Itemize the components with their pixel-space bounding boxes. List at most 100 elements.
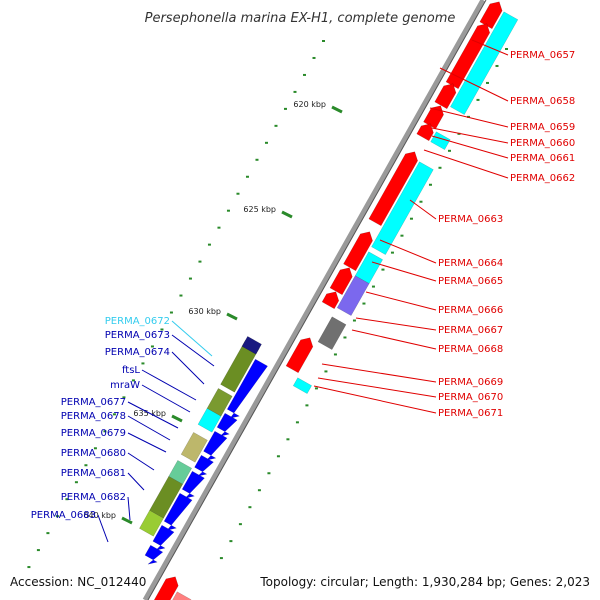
guide-dot <box>457 132 461 135</box>
backbone-line <box>142 0 486 600</box>
genome-backbone <box>142 0 487 600</box>
forward-gene-label: PERMA_0659 <box>510 122 575 133</box>
guide-dot <box>65 498 69 501</box>
label-leader <box>127 496 131 521</box>
label-leader <box>141 369 197 401</box>
label-leader <box>171 320 213 357</box>
guide-dot <box>238 523 242 526</box>
guide-dot <box>295 421 299 424</box>
reverse-gene-label: PERMA_0683 <box>31 510 96 521</box>
genome-info-text: Topology: circular; Length: 1,930,284 bp… <box>259 575 590 589</box>
guide-dot <box>255 158 259 161</box>
label-leader <box>351 329 437 350</box>
reverse-gene-label: ftsL <box>122 365 140 376</box>
guide-dot <box>160 328 164 331</box>
label-leader <box>321 363 437 383</box>
reverse-gene-label: PERMA_0680 <box>61 448 126 459</box>
rna-gene-label: PERMA_0672 <box>105 316 170 327</box>
guide-dot <box>324 370 328 373</box>
forward-gene-label: PERMA_0658 <box>510 96 575 107</box>
guide-dot <box>55 515 59 518</box>
guide-dot <box>226 209 230 212</box>
reverse-gene <box>163 492 193 531</box>
forward-gene <box>416 123 434 142</box>
guide-dot <box>476 98 480 101</box>
rna-gene <box>450 11 519 115</box>
forward-gene-label: PERMA_0661 <box>510 153 575 164</box>
guide-dot <box>314 387 318 390</box>
tick-label: 640 kbp <box>83 511 116 520</box>
label-leader <box>127 401 179 429</box>
label-leader <box>127 472 145 491</box>
guide-dot <box>381 268 385 271</box>
guide-dot <box>141 362 145 365</box>
forward-gene <box>285 337 314 374</box>
feature-gene <box>139 510 164 537</box>
guide-dot <box>112 413 116 416</box>
guide-dot <box>36 549 40 552</box>
guide-dot <box>198 260 202 263</box>
reverse-gene <box>144 544 164 565</box>
gene-features <box>139 1 519 600</box>
guide-dot <box>236 192 240 195</box>
guide-dot <box>219 557 223 560</box>
guide-dot <box>333 353 337 356</box>
label-leader <box>171 334 215 367</box>
tick-label: 625 kbp <box>243 205 276 214</box>
reverse-gene <box>226 358 268 419</box>
guide-dot <box>322 40 325 42</box>
forward-gene-label: PERMA_0663 <box>438 214 503 225</box>
feature-gene <box>241 336 262 355</box>
guide-dot <box>84 464 88 467</box>
guide-dot <box>274 124 278 127</box>
forward-gene <box>434 83 457 110</box>
reverse-gene <box>152 524 175 551</box>
forward-gene-label: PERMA_0657 <box>510 50 575 61</box>
guide-dot <box>122 396 126 399</box>
label-leaders <box>97 39 509 543</box>
rna-gene <box>371 161 434 255</box>
label-leader <box>127 432 167 453</box>
guide-dot <box>419 200 423 203</box>
label-leader <box>409 199 437 220</box>
reverse-gene <box>181 470 205 499</box>
reverse-gene-label: PERMA_0681 <box>61 468 126 479</box>
guide-dot <box>131 379 135 382</box>
forward-gene <box>368 151 418 227</box>
forward-gene-label: PERMA_0666 <box>438 305 503 316</box>
guide-dot <box>257 489 261 492</box>
forward-gene-label: PERMA_0670 <box>438 392 503 403</box>
forward-gene-label: PERMA_0667 <box>438 325 503 336</box>
feature-gene <box>180 432 208 463</box>
guide-dot <box>245 175 249 178</box>
label-leader <box>471 39 509 56</box>
label-leader <box>371 261 437 282</box>
forward-gene-label: PERMA_0660 <box>510 138 575 149</box>
forward-gene-label: PERMA_0662 <box>510 173 575 184</box>
feature-gene <box>197 408 222 433</box>
guide-dot <box>305 404 309 407</box>
guide-dot <box>188 277 192 280</box>
label-leader <box>97 514 109 543</box>
guide-dot <box>438 166 442 169</box>
guide-dot <box>276 455 280 458</box>
label-leader <box>429 107 509 128</box>
label-leader <box>355 317 437 331</box>
label-leader <box>317 377 437 398</box>
label-leader <box>141 384 191 413</box>
guide-dot <box>362 302 366 305</box>
guide-dot <box>447 149 451 152</box>
reverse-gene-label: PERMA_0674 <box>105 347 170 358</box>
forward-gene <box>343 231 373 272</box>
label-leader <box>127 415 171 441</box>
guide-dot <box>150 345 154 348</box>
guide-dot <box>46 532 50 535</box>
guide-dot <box>293 90 297 93</box>
guide-dot <box>352 319 356 322</box>
tick-label: 630 kbp <box>188 307 221 316</box>
guide-dot <box>264 141 268 144</box>
guide-dot <box>409 217 413 220</box>
guide-dot <box>505 48 508 50</box>
